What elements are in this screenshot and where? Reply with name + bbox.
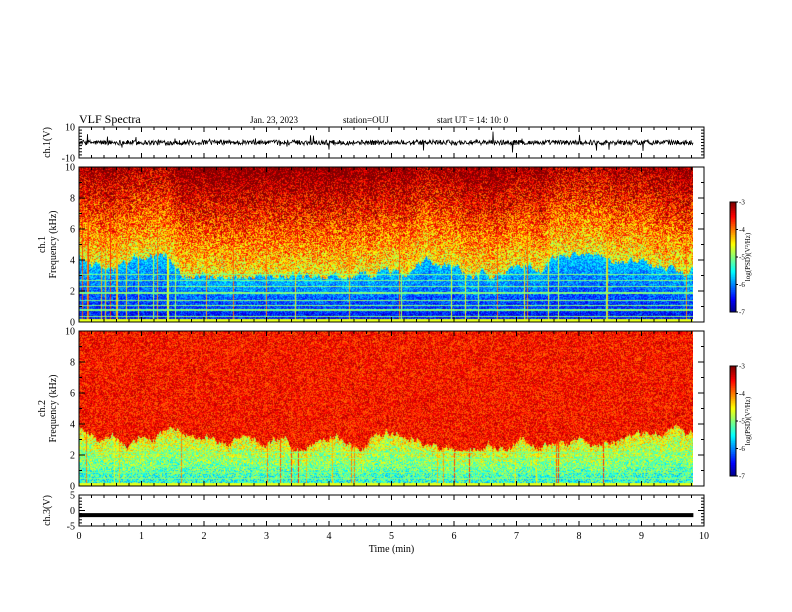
ch1-spectrogram-ylabel: Frequency (kHz) (48, 210, 59, 278)
ch1-waveform-trace (78, 131, 694, 153)
ch2-spectrogram-y-tick-label: 4 (70, 420, 75, 431)
colorbar-tick-label: -4 (739, 390, 745, 398)
colorbar-label: log(PSD)(V²/Hz) (744, 232, 752, 281)
ch1-waveform-y-tick-label: -10 (62, 154, 75, 165)
time-tick-label: 2 (202, 531, 207, 542)
ch1-spectrogram-y-tick-label: 8 (70, 194, 75, 205)
colorbar-tick-label: -5 (739, 418, 745, 426)
ch1-spectrogram-y-tick-label: 2 (70, 287, 75, 298)
colorbar-tick-label: -6 (739, 445, 745, 453)
date-label: Jan. 23, 2023 (250, 115, 298, 125)
ch2-spectrogram-ylabel: Frequency (kHz) (48, 374, 59, 442)
ch3-waveform-y-tick-label: -5 (67, 522, 75, 533)
colorbar-tick-label: -6 (739, 281, 745, 289)
ch2-spectrogram-y-tick-label: 6 (70, 389, 75, 400)
colorbar-tick-label: -7 (739, 309, 745, 317)
ch3-waveform-panel: 5 0 -5 ch.3(V) (42, 491, 705, 533)
time-tick-label: 9 (639, 531, 644, 542)
time-tick-label: 10 (699, 531, 709, 542)
ch3-waveform-y-tick-label: 5 (70, 491, 75, 502)
colorbar-tick-label: -3 (739, 363, 745, 371)
time-tick-label: 8 (577, 531, 582, 542)
colorbar-tick-label: -5 (739, 254, 745, 262)
start-time-label: start UT = 14: 10: 0 (437, 115, 509, 125)
ch2-spectrogram-image (79, 331, 693, 486)
ch1-waveform-y-tick-label: 10 (65, 123, 75, 134)
ch2-spectrogram-y-tick-label: 0 (70, 482, 75, 493)
time-tick-label: 3 (264, 531, 269, 542)
ch1-spectrogram-image (79, 167, 693, 322)
station-label: station=OUJ (343, 115, 389, 125)
colorbar-tick-label: -3 (739, 199, 745, 207)
ch3-waveform-ylabel: ch.3(V) (42, 495, 53, 526)
ch2-spectrogram-y-tick-label: 2 (70, 451, 75, 462)
ch2-spectrogram-panel: 0 2 4 6 8 10 ch.2 Frequency (kHz) (37, 327, 705, 493)
ch1-spectrogram-y-tick-label: 0 (70, 318, 75, 329)
time-tick-label: 4 (327, 531, 332, 542)
ch1-spectrogram-ylabel: ch.1 (37, 236, 48, 253)
ch1-waveform-ylabel: ch.1(V) (42, 127, 53, 158)
ch1-waveform-panel: 10 -10 ch.1(V) (42, 123, 705, 165)
colorbar-label: log(PSD)(V²/Hz) (744, 396, 752, 445)
ch1-spectrogram-panel: 0 2 4 6 8 10 ch.1 Frequency (kHz) (37, 163, 705, 329)
time-axis-label: Time (min) (369, 544, 414, 555)
ch3-waveform-y-tick-label: 0 (70, 506, 75, 517)
ch2-spectrogram-ylabel: ch.2 (37, 400, 48, 417)
colorbar-tick-label: -4 (739, 226, 745, 234)
ch1-spectrogram-y-tick-label: 4 (70, 256, 75, 267)
ch1-spectrogram-y-tick-label: 6 (70, 225, 75, 236)
time-tick-label: 0 (77, 531, 82, 542)
time-axis: 0 1 2 3 4 5 6 7 8 9 10 Time (min) (77, 531, 710, 555)
figure-title: VLF Spectra (79, 112, 141, 126)
time-tick-label: 1 (139, 531, 144, 542)
ch1-spectrogram-y-tick-label: 10 (65, 163, 75, 174)
colorbar-tick-label: -7 (739, 473, 745, 481)
ch2-spectrogram-y-tick-label: 8 (70, 358, 75, 369)
time-tick-label: 6 (452, 531, 457, 542)
time-tick-label: 5 (389, 531, 394, 542)
time-tick-label: 7 (514, 531, 519, 542)
ch2-spectrogram-y-tick-label: 10 (65, 327, 75, 338)
ch1-colorbar: -3 -4 -5 -6 -7 log(PSD)(V²/Hz) (729, 199, 752, 317)
ch2-colorbar: -3 -4 -5 -6 -7 log(PSD)(V²/Hz) (729, 363, 752, 481)
